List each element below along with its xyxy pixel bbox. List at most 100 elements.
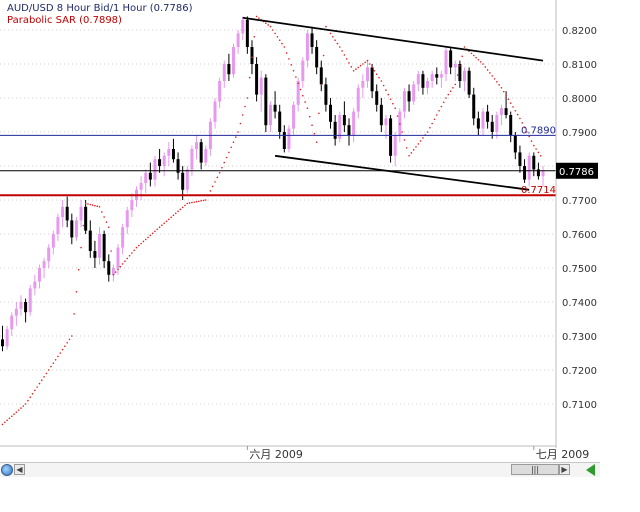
sar-dot	[311, 124, 313, 126]
sar-dot	[509, 102, 512, 104]
candle-body	[28, 288, 32, 313]
sar-dot	[530, 140, 533, 142]
chart-scrollbar[interactable]: ◀ ▶ |||	[0, 462, 600, 477]
globe-icon[interactable]	[1, 464, 13, 476]
sar-dot	[399, 123, 401, 125]
candle-up	[111, 264, 115, 282]
candle-body	[315, 47, 319, 68]
sar-dot	[283, 46, 286, 48]
sar-dot	[77, 268, 80, 271]
sar-dot	[75, 291, 78, 293]
candle-body	[222, 64, 226, 81]
candle-body	[402, 91, 406, 112]
candle-down	[273, 91, 277, 119]
candle-body	[185, 169, 189, 190]
y-tick-label: 0.7700	[562, 196, 597, 207]
sar-dot	[177, 210, 179, 213]
scroll-thumb[interactable]: |||	[511, 464, 559, 475]
sar-dot	[121, 263, 124, 265]
candle-down	[93, 240, 97, 268]
candle-body	[153, 159, 157, 180]
scroll-right-button[interactable]: ▶	[559, 464, 570, 475]
sar-dot	[415, 146, 417, 148]
candle-down	[375, 84, 379, 112]
sar-dot	[214, 181, 216, 183]
candle-up	[426, 77, 430, 95]
sar-dot	[493, 78, 496, 80]
candle-body	[352, 111, 356, 136]
sar-dot	[482, 63, 484, 65]
candle-down	[70, 213, 74, 245]
candle-body	[421, 74, 425, 88]
sar-dot	[368, 63, 371, 65]
sar-dot	[119, 265, 122, 268]
sar-dot	[380, 80, 383, 82]
sar-dot	[357, 66, 360, 69]
scroll-left-button[interactable]: ◀	[14, 464, 25, 475]
candle-body	[486, 111, 490, 122]
sar-dot	[267, 24, 269, 26]
sar-dot	[71, 335, 73, 337]
candle-up	[144, 169, 148, 194]
candle-up	[287, 125, 291, 153]
candle-up	[398, 108, 402, 143]
candle-body	[518, 152, 522, 166]
candle-down	[65, 196, 69, 228]
candle-body	[111, 268, 115, 275]
sar-dot	[15, 411, 18, 413]
candle-up	[190, 145, 194, 177]
candle-body	[148, 172, 152, 180]
candle-down	[490, 115, 494, 139]
sar-dot	[392, 102, 394, 105]
sar-dot	[133, 249, 135, 252]
sar-dot	[96, 205, 99, 208]
candle-body	[250, 47, 254, 64]
candle-down	[227, 53, 231, 81]
candle-body	[102, 234, 106, 262]
sar-dot	[110, 250, 112, 252]
sar-dot	[36, 386, 38, 388]
candle-up	[10, 312, 14, 336]
candle-up	[130, 193, 134, 217]
candle-body	[255, 64, 259, 95]
sar-dot	[479, 61, 482, 63]
sar-dot	[43, 376, 45, 378]
sar-dot	[225, 156, 228, 159]
candle-body	[504, 108, 508, 115]
sar-dot	[193, 201, 196, 203]
go-to-end-icon[interactable]	[586, 464, 595, 476]
candle-body	[241, 19, 245, 34]
sar-dot	[364, 61, 366, 64]
sar-dot	[4, 421, 6, 424]
candle-up	[51, 230, 55, 255]
sar-dot	[57, 355, 59, 358]
sar-dot	[105, 221, 108, 223]
candle-up	[439, 70, 443, 88]
candle-body	[384, 118, 388, 126]
candle-body	[144, 172, 148, 183]
candle-body	[42, 261, 46, 268]
candle-body	[158, 159, 162, 166]
sar-dot	[91, 204, 94, 206]
sar-dot	[502, 90, 505, 93]
sar-dot	[168, 218, 170, 221]
candle-down	[171, 138, 175, 163]
y-tick-label: 0.8000	[562, 94, 597, 105]
candle-body	[84, 206, 88, 231]
candle-down	[370, 64, 374, 98]
sar-dot	[87, 203, 89, 205]
candle-body	[74, 220, 78, 238]
sar-dot	[299, 88, 302, 91]
sar-dot	[29, 396, 32, 399]
sar-dot	[174, 212, 177, 215]
sar-dot	[523, 126, 526, 129]
sar-dot	[313, 132, 316, 135]
candle-body	[389, 118, 393, 156]
candle-body	[541, 170, 545, 177]
sar-dot	[426, 131, 429, 133]
level-label-blue: 0.7890	[521, 125, 556, 136]
sar-dot	[181, 206, 184, 209]
candle-body	[33, 281, 37, 289]
candle-down	[421, 70, 425, 95]
